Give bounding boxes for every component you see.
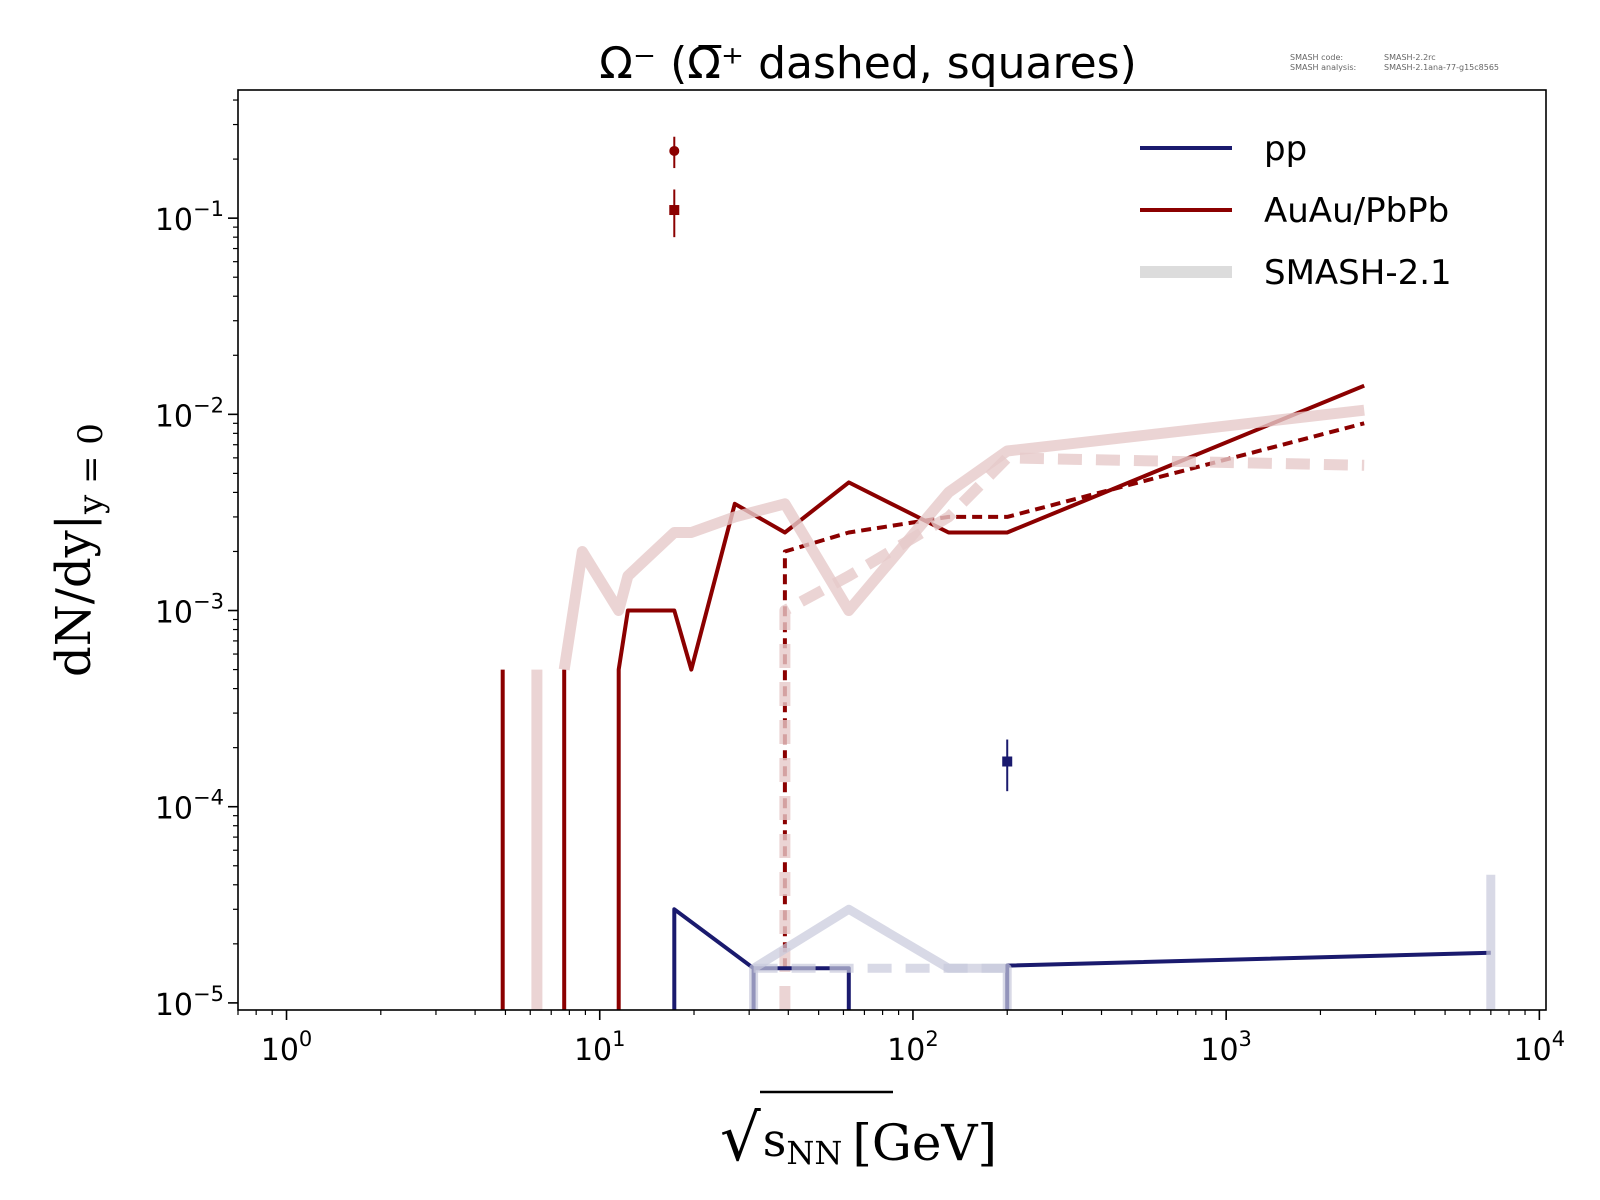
x-tick-label-3: 103 — [1200, 1027, 1252, 1068]
legend-label-2: SMASH-2.1 — [1264, 253, 1452, 293]
version-key-1: SMASH analysis: — [1290, 63, 1356, 72]
y-axis-label-main: dN/dy| — [46, 514, 102, 677]
x-axis-label-sub: NN — [786, 1134, 842, 1172]
data-point-auau-pbpb-1 — [669, 189, 680, 238]
series-heavy-ion-reference-omega-plus-bar — [779, 452, 1365, 1010]
series-line-pp-reference-0 — [749, 904, 1012, 1010]
version-key-0: SMASH code: — [1290, 53, 1343, 62]
legend-label-0: pp — [1264, 129, 1307, 169]
series-layer — [500, 383, 1496, 1010]
series-line-pp-current-1 — [753, 966, 851, 1010]
marker-square — [1002, 756, 1013, 767]
x-axis: 100 101 102 103 104 — [237, 1010, 1566, 1068]
series-heavy-ion-current-omega-plus-bar — [782, 421, 1365, 969]
legend-label-1: AuAu/PbPb — [1264, 191, 1449, 231]
series-heavy-ion-current-omega-minus — [500, 383, 1365, 1010]
data-point-auau-pbpb-0 — [669, 136, 680, 169]
version-value-1: SMASH-2.1ana-77-g15c8565 — [1384, 63, 1499, 72]
plot-frame — [237, 89, 1547, 1011]
version-value-0: SMASH-2.2rc — [1384, 53, 1436, 62]
series-heavy-ion-reference-omega-minus — [531, 404, 1365, 1010]
x-axis-label-root: √ — [720, 1102, 761, 1176]
series-line-heavy-ion-current-omega-minus-2 — [616, 383, 1365, 1010]
x-axis-label-unit: [GeV] — [852, 1114, 997, 1172]
y-tick-label-1: 10−2 — [155, 393, 224, 434]
y-axis: 10−1 10−2 10−3 10−4 10−5 — [155, 99, 238, 1023]
y-tick-label-0: 10−1 — [155, 197, 224, 238]
series-line-heavy-ion-reference-omega-plus-bar-0 — [779, 452, 1365, 1010]
x-tick-label-0: 100 — [261, 1027, 313, 1068]
measurement-layer — [669, 136, 1013, 792]
legend: pp AuAu/PbPb SMASH-2.1 — [1140, 129, 1452, 293]
series-line-pp-current-0 — [672, 907, 756, 1010]
series-line-pp-current-2 — [1005, 950, 1491, 1010]
data-point-pp-2 — [1002, 739, 1013, 792]
x-axis-label: √sNN [GeV] — [720, 1090, 997, 1176]
series-line-heavy-ion-reference-omega-minus-1 — [558, 404, 1365, 671]
x-axis-label-base: s — [763, 1113, 787, 1167]
version-info: SMASH code: SMASH-2.2rc SMASH analysis: SMA… — [1290, 53, 1499, 72]
svg-text:dN/dy|y = 0: dN/dy|y = 0 — [46, 423, 111, 677]
x-tick-label-1: 101 — [574, 1027, 626, 1068]
series-pp-current — [672, 907, 1491, 1010]
y-axis-label-sub: y = 0 — [71, 423, 111, 515]
y-tick-label-2: 10−3 — [155, 590, 224, 631]
series-line-heavy-ion-current-omega-plus-bar-0 — [782, 421, 1365, 969]
series-pp-reference — [749, 874, 1496, 1010]
svg-text:√sNN[GeV]: √sNN [GeV] — [720, 1102, 997, 1176]
marker-square — [669, 205, 680, 216]
marker-circle — [669, 145, 680, 156]
x-tick-label-4: 104 — [1514, 1027, 1566, 1068]
y-tick-label-4: 10−5 — [155, 982, 224, 1023]
chart-title: Ω⁻ (Ω̅⁺ dashed, squares) — [599, 38, 1137, 89]
y-axis-label: dN/dy|y = 0 — [46, 423, 111, 677]
x-tick-label-2: 102 — [887, 1027, 939, 1068]
y-tick-label-3: 10−4 — [155, 786, 224, 827]
